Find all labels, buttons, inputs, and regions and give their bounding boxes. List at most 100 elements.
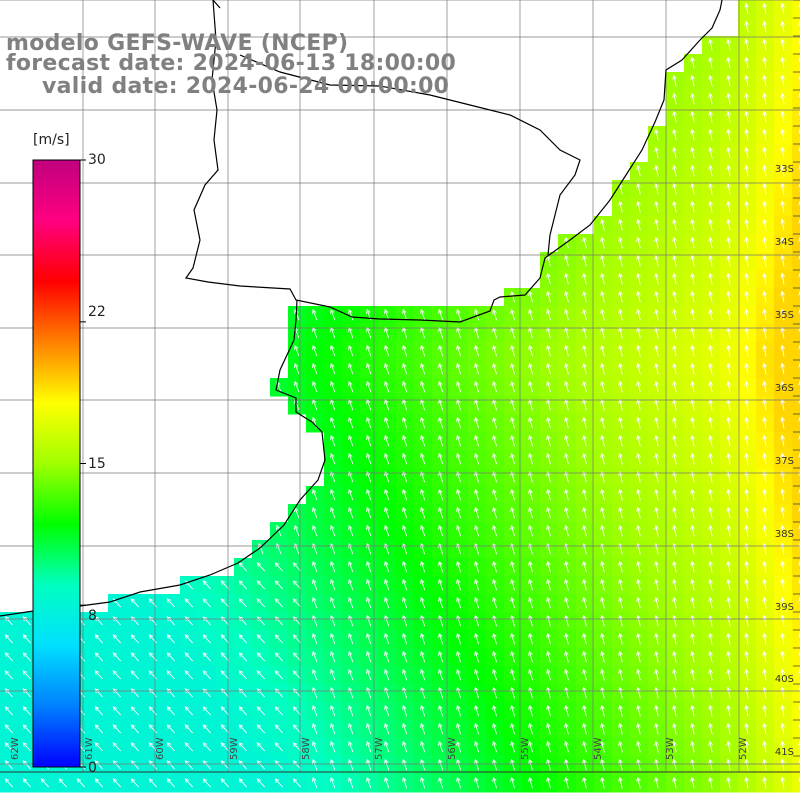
wind-arrow (456, 542, 462, 555)
wind-arrow (292, 760, 302, 770)
wind-arrow (744, 506, 749, 519)
wind-arrow (384, 434, 390, 447)
wind-speed-cell (792, 612, 800, 631)
latitude-label: 35S (775, 310, 794, 321)
wind-arrow (402, 506, 408, 519)
wind-arrow (420, 686, 426, 699)
wind-arrow (22, 652, 32, 662)
wind-speed-cell (792, 486, 800, 505)
wind-arrow (456, 344, 462, 357)
wind-arrow (112, 652, 122, 662)
wind-arrow (762, 380, 767, 393)
wind-speed-cell (792, 468, 800, 487)
wind-arrow (708, 308, 713, 321)
wind-arrow (582, 560, 587, 573)
wind-arrow (762, 110, 767, 123)
wind-arrow (708, 146, 713, 159)
wind-arrow (636, 344, 641, 357)
wind-arrow (148, 616, 158, 626)
wind-arrow (564, 524, 569, 537)
wind-arrow (780, 416, 785, 429)
wind-arrow (564, 434, 569, 447)
wind-arrow (546, 776, 551, 789)
wind-arrow (636, 560, 641, 573)
wind-arrow (690, 434, 695, 447)
wind-arrow (690, 308, 695, 321)
wind-arrow (618, 596, 623, 609)
wind-arrow (618, 434, 623, 447)
wind-arrow (762, 326, 767, 339)
wind-arrow (600, 344, 605, 357)
wind-arrow (474, 596, 480, 609)
wind-arrow (672, 218, 677, 231)
wind-arrow (636, 272, 641, 285)
wind-arrow (312, 488, 318, 501)
wind-arrow (220, 778, 230, 788)
wind-arrow (582, 308, 587, 321)
wind-arrow (40, 778, 50, 788)
wind-arrow (148, 598, 158, 608)
wind-arrow (708, 596, 713, 609)
wind-arrow (672, 596, 677, 609)
wind-arrow (546, 650, 551, 663)
wind-arrow (220, 760, 230, 770)
wind-arrow (492, 524, 498, 537)
wind-arrow (672, 326, 677, 339)
wind-arrow (744, 92, 749, 105)
wind-arrow (420, 596, 426, 609)
wind-arrow (184, 652, 194, 662)
wind-arrow (402, 614, 408, 627)
wind-arrow (708, 236, 713, 249)
wind-arrow (762, 308, 767, 321)
wind-arrow (528, 722, 533, 735)
wind-arrow (402, 416, 408, 429)
wind-arrow (456, 704, 462, 717)
wind-arrow (348, 614, 354, 627)
wind-arrow (492, 506, 498, 519)
wind-speed-cell (792, 558, 800, 577)
wind-arrow (474, 758, 480, 771)
wind-arrow (672, 164, 677, 177)
wind-arrow (636, 290, 641, 303)
wind-arrow (76, 778, 86, 788)
wind-arrow (762, 758, 767, 771)
wind-arrow (726, 488, 731, 501)
wind-arrow (672, 380, 677, 393)
wind-arrow (330, 776, 336, 789)
wind-arrow (762, 182, 767, 195)
wind-arrow (744, 182, 749, 195)
wind-arrow (238, 706, 248, 716)
wind-arrow (672, 470, 677, 483)
wind-arrow (708, 740, 713, 753)
wind-arrow (582, 344, 587, 357)
wind-speed-cell (792, 90, 800, 109)
wind-arrow (654, 632, 659, 645)
wind-speed-cell (792, 216, 800, 235)
wind-arrow (528, 290, 533, 303)
wind-arrow (402, 704, 408, 717)
wind-arrow (348, 308, 354, 321)
wind-arrow (474, 362, 480, 375)
wind-arrow (330, 362, 336, 375)
wind-arrow (256, 562, 266, 572)
wind-arrow (528, 686, 533, 699)
wind-arrow (492, 596, 498, 609)
wind-arrow (564, 344, 569, 357)
wind-arrow (384, 632, 390, 645)
wind-arrow (366, 542, 372, 555)
wind-arrow (654, 218, 659, 231)
wind-arrow (438, 776, 444, 789)
wind-arrow (22, 724, 32, 734)
wind-arrow (672, 452, 677, 465)
wind-arrow (798, 38, 800, 44)
wind-arrow (744, 308, 749, 321)
wind-arrow (348, 434, 354, 447)
wind-arrow (148, 742, 158, 752)
wind-arrow (636, 686, 641, 699)
wind-arrow (600, 614, 605, 627)
wind-arrow (384, 416, 390, 429)
wind-arrow (112, 760, 122, 770)
wind-arrow (420, 776, 426, 789)
wind-arrow (726, 200, 731, 213)
